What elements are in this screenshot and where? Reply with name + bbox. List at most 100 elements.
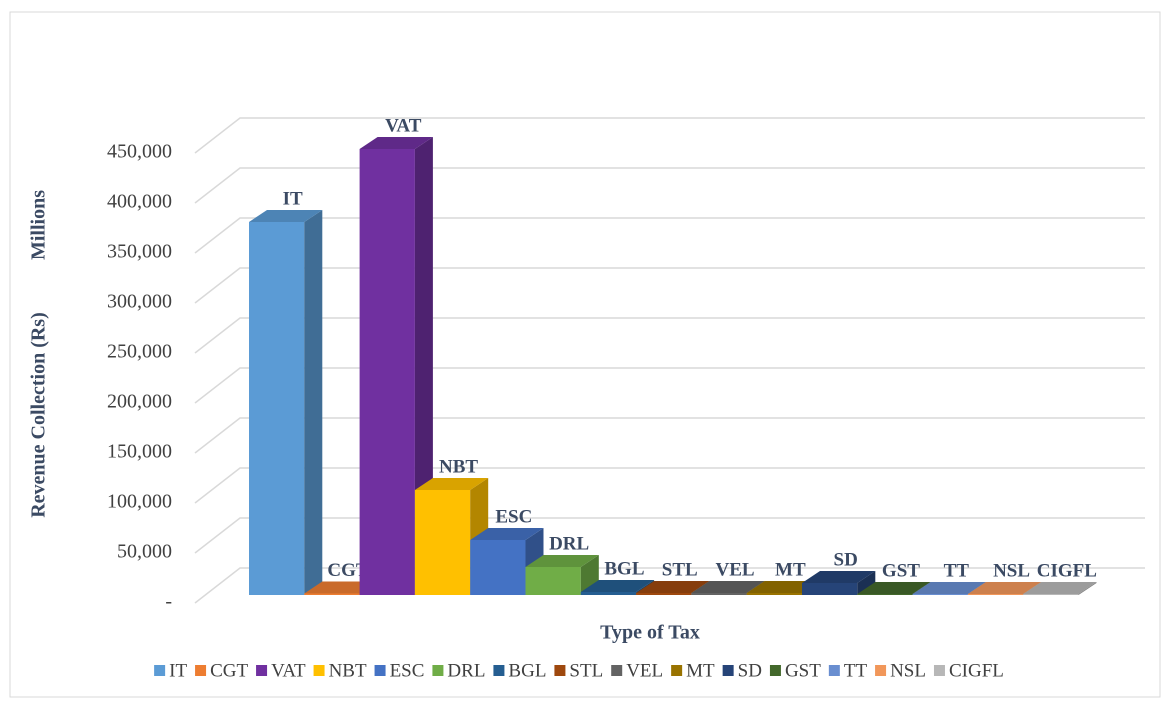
legend-label: NSL — [890, 660, 926, 681]
bar-top — [746, 581, 820, 593]
grid-line — [194, 467, 1145, 504]
bar-front — [636, 593, 692, 595]
bar-front — [912, 594, 968, 595]
legend-swatch — [195, 665, 207, 676]
bar-front — [1023, 594, 1079, 595]
y-axis-unit: Millions — [28, 190, 50, 260]
bar-side — [857, 571, 876, 595]
bar-top — [636, 581, 710, 593]
bar-top — [857, 582, 931, 594]
y-tick-label: 50,000 — [117, 541, 172, 563]
legend-label: VEL — [626, 660, 663, 681]
grid-line — [194, 317, 1145, 354]
legend-label: SD — [738, 660, 762, 681]
y-tick-label: 350,000 — [107, 241, 172, 263]
y-tick-label: - — [165, 591, 172, 613]
bar-top — [912, 582, 986, 594]
grid-line — [194, 417, 1145, 454]
data-label: BGL — [604, 558, 644, 579]
y-tick-label: 450,000 — [107, 141, 172, 163]
bar-side — [304, 210, 323, 595]
data-label: NBT — [439, 456, 478, 477]
legend-label: GST — [785, 660, 821, 681]
data-label: STL — [662, 559, 698, 580]
bar-top — [525, 555, 599, 567]
legend-label: ESC — [390, 660, 425, 681]
bar-front — [580, 592, 637, 595]
grid-line — [194, 217, 1145, 254]
data-label: DRL — [549, 533, 589, 554]
data-label: NSL — [993, 560, 1030, 581]
bar-side — [414, 137, 433, 595]
y-tick-label: 200,000 — [107, 391, 172, 413]
bar-front — [691, 593, 747, 595]
legend-swatch — [554, 665, 566, 676]
legend-swatch — [769, 665, 781, 676]
legend-swatch — [256, 665, 268, 676]
y-axis-label: Revenue Collection (Rs) — [28, 312, 50, 518]
grid-line — [194, 367, 1145, 404]
legend-swatch — [671, 665, 683, 676]
grid-line — [194, 117, 1145, 154]
y-tick-label: 100,000 — [107, 491, 172, 513]
data-label: VEL — [716, 559, 755, 580]
data-label: CIGFL — [1037, 560, 1097, 581]
legend-label: IT — [169, 660, 187, 681]
legend-swatch — [493, 665, 505, 676]
bar-front — [414, 490, 471, 595]
legend-label: NBT — [329, 660, 367, 681]
bar-top — [359, 137, 433, 149]
data-label: CGT — [327, 560, 369, 581]
data-label: SD — [834, 549, 858, 570]
x-axis-label: Type of Tax — [600, 622, 700, 644]
y-tick-label: 400,000 — [107, 191, 172, 213]
grid-line — [194, 567, 1145, 604]
bar-front — [967, 594, 1024, 595]
bar-top — [691, 581, 765, 593]
legend-swatch — [875, 665, 887, 676]
data-label: VAT — [385, 115, 422, 136]
legend-swatch — [154, 665, 166, 676]
grid-line — [194, 517, 1145, 554]
bar-front — [304, 593, 360, 595]
legend-swatch — [722, 665, 734, 676]
bar-front — [857, 594, 913, 595]
data-label: ESC — [495, 506, 532, 527]
bar-top — [414, 478, 489, 490]
legend-label: STL — [569, 660, 603, 681]
bar-front — [746, 593, 802, 595]
grid-line — [194, 267, 1145, 304]
bar-top — [802, 571, 876, 583]
legend-swatch — [933, 665, 945, 676]
legend-label: BGL — [508, 660, 546, 681]
legend-label: MT — [686, 660, 715, 681]
legend-label: CIGFL — [949, 660, 1004, 681]
grid-line — [194, 167, 1145, 204]
bar-side — [1078, 582, 1097, 595]
data-label: TT — [944, 560, 970, 581]
legend-swatch — [828, 665, 840, 676]
data-label: GST — [882, 560, 920, 581]
data-label: IT — [283, 188, 303, 209]
legend-swatch — [611, 665, 623, 676]
bar-front — [470, 540, 526, 595]
legend-swatch — [432, 665, 444, 676]
data-label: MT — [775, 559, 806, 580]
y-tick-label: 150,000 — [107, 441, 172, 463]
y-tick-label: 250,000 — [107, 341, 172, 363]
legend-label: DRL — [447, 660, 485, 681]
y-tick-label: 300,000 — [107, 291, 172, 313]
bar-front — [359, 149, 415, 595]
legend-label: CGT — [210, 660, 248, 681]
bar-top — [249, 210, 323, 222]
bar-top — [1023, 582, 1097, 594]
legend-swatch — [313, 665, 325, 676]
legend-label: VAT — [271, 660, 306, 681]
bar-front — [802, 583, 858, 595]
bar-top — [470, 528, 544, 540]
legend-swatch — [374, 665, 386, 676]
bar-front — [525, 567, 581, 595]
bar-top — [967, 582, 1042, 594]
bar-front — [249, 222, 305, 595]
bar-top — [304, 581, 378, 594]
